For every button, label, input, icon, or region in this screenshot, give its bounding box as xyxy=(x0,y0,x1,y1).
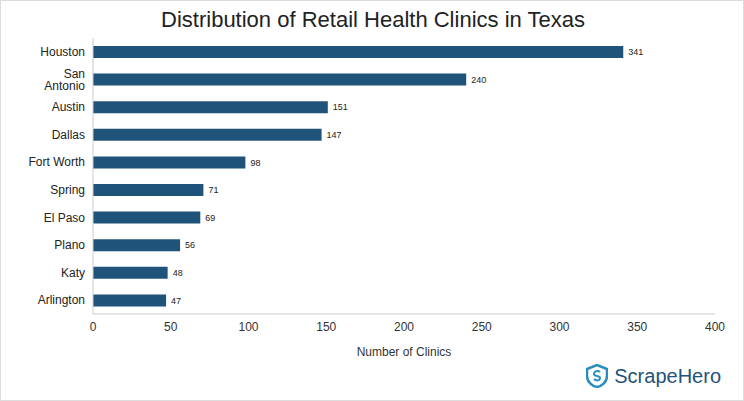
svg-text:56: 56 xyxy=(185,240,195,250)
svg-text:Fort Worth: Fort Worth xyxy=(29,155,85,169)
svg-text:SanAntonio: SanAntonio xyxy=(44,67,85,93)
svg-text:Number of Clinics: Number of Clinics xyxy=(357,345,452,359)
svg-text:98: 98 xyxy=(250,158,260,168)
svg-text:150: 150 xyxy=(316,320,336,334)
svg-text:Plano: Plano xyxy=(54,238,85,252)
svg-text:El Paso: El Paso xyxy=(44,211,86,225)
svg-text:Houston: Houston xyxy=(40,45,85,59)
svg-text:Katy: Katy xyxy=(61,266,85,280)
svg-text:147: 147 xyxy=(327,130,342,140)
svg-text:350: 350 xyxy=(627,320,647,334)
svg-text:240: 240 xyxy=(471,75,486,85)
svg-text:100: 100 xyxy=(238,320,258,334)
html-text:ScrapeHero: ScrapeHero xyxy=(614,364,721,387)
svg-text:400: 400 xyxy=(705,320,725,334)
svg-text:Arlington: Arlington xyxy=(38,293,85,307)
svg-text:71: 71 xyxy=(208,185,218,195)
svg-text:69: 69 xyxy=(205,213,215,223)
svg-text:341: 341 xyxy=(628,47,643,57)
svg-text:250: 250 xyxy=(472,320,492,334)
svg-text:151: 151 xyxy=(333,102,348,112)
html-text:Distribution of Retail Health: Distribution of Retail Health Clinics in… xyxy=(161,7,585,32)
svg-text:Austin: Austin xyxy=(52,100,85,114)
svg-text:48: 48 xyxy=(173,268,183,278)
svg-text:300: 300 xyxy=(549,320,569,334)
svg-text:0: 0 xyxy=(90,320,97,334)
svg-text:200: 200 xyxy=(394,320,414,334)
svg-text:Dallas: Dallas xyxy=(52,128,85,142)
svg-text:50: 50 xyxy=(164,320,178,334)
svg-text:47: 47 xyxy=(171,296,181,306)
svg-text:Spring: Spring xyxy=(50,183,85,197)
